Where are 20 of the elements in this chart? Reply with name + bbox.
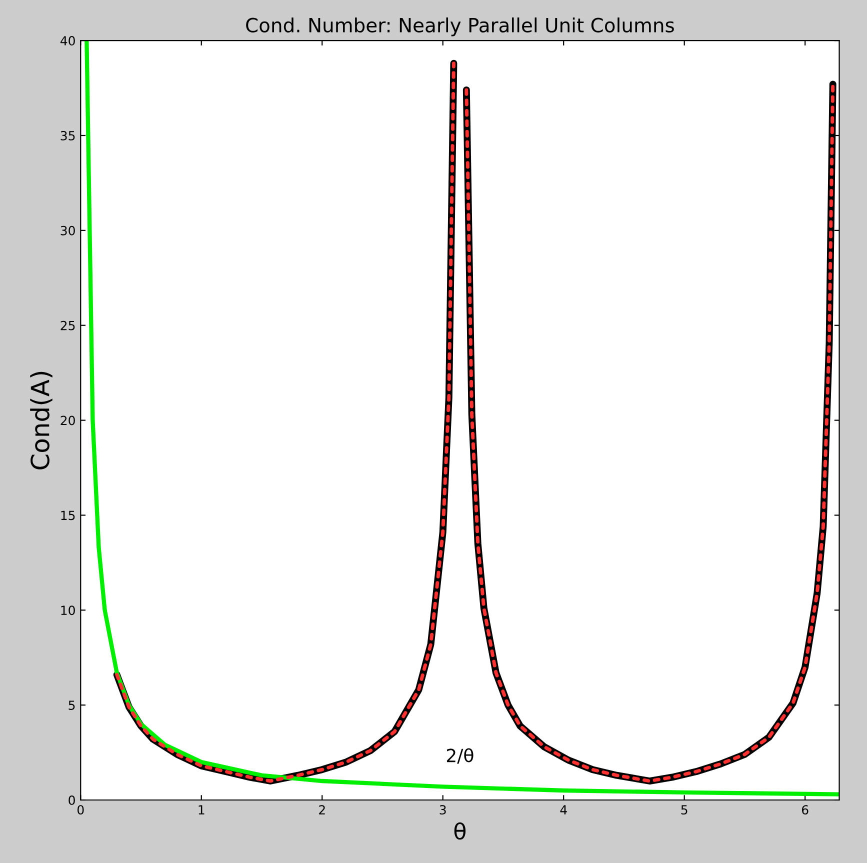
x-tick-label: 4	[560, 805, 567, 814]
y-tick-label: 35	[60, 130, 75, 140]
x-tick-label: 0	[77, 805, 84, 815]
y-axis-title: Cond(A)	[30, 372, 52, 470]
x-tick-label: 5	[681, 805, 688, 815]
y-tick-label: 25	[60, 320, 75, 330]
x-tick-label: 3	[440, 805, 446, 815]
y-tick-label: 0	[68, 795, 75, 805]
chart-title: Cond. Number: Nearly Parallel Unit Columns	[246, 17, 674, 36]
x-tick-label: 6	[802, 805, 808, 815]
y-tick-label: 30	[60, 226, 75, 236]
y-tick-label: 20	[60, 416, 75, 426]
y-tick-label: 15	[61, 510, 75, 520]
y-tick-label: 10	[61, 606, 75, 616]
x-axis-title: θ	[454, 822, 466, 840]
x-tick-label: 2	[319, 805, 325, 814]
annotation: 2/θ	[446, 748, 474, 764]
y-tick-label: 40	[60, 36, 75, 46]
x-tick-label: 1	[198, 805, 204, 814]
y-tick-label: 5	[68, 700, 75, 710]
